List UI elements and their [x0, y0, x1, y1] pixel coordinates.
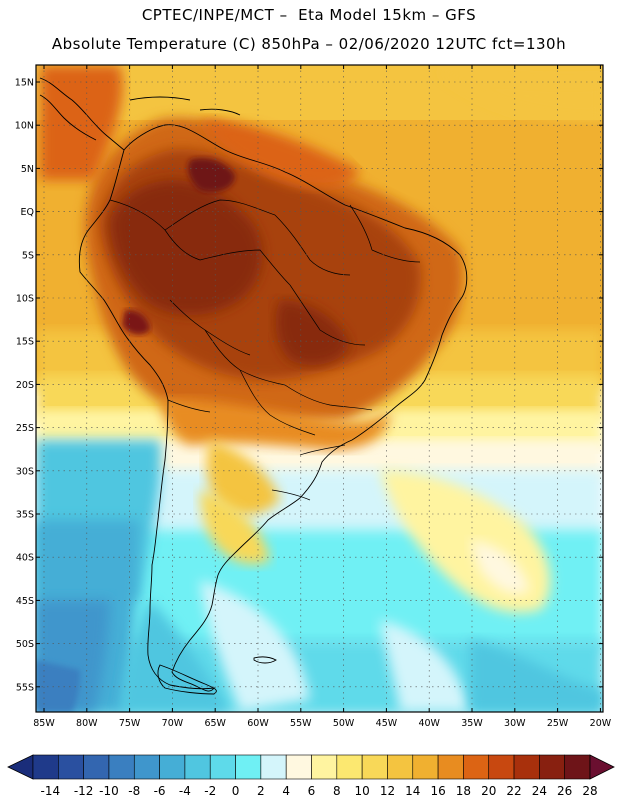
- title-line-2: Absolute Temperature (C) 850hPa – 02/06/…: [51, 35, 567, 53]
- colorbar-label: 24: [532, 784, 547, 798]
- colorbar-label: 20: [481, 784, 496, 798]
- lat-label: 5N: [21, 164, 34, 175]
- colorbar-label: 14: [405, 784, 420, 798]
- colorbar-swatch: [336, 754, 363, 780]
- lat-label: 55S: [16, 682, 34, 693]
- lon-label: 60W: [247, 718, 269, 729]
- colorbar-label: 0: [232, 784, 240, 798]
- lat-label: 30S: [16, 466, 34, 477]
- colorbar-swatch: [361, 754, 388, 780]
- colorbar-swatch: [159, 754, 186, 780]
- colorbar-label: 18: [456, 784, 471, 798]
- colorbar-swatch: [58, 754, 84, 780]
- lon-label: 30W: [504, 718, 526, 729]
- title-line-1: CPTEC/INPE/MCT – Eta Model 15km – GFS: [141, 6, 477, 24]
- temperature-field: [36, 65, 603, 712]
- colorbar-label: -10: [99, 784, 119, 798]
- lat-label: 45S: [16, 596, 34, 607]
- colorbar-label: 26: [557, 784, 572, 798]
- colorbar-label: 4: [282, 784, 290, 798]
- colorbar-swatch: [437, 754, 464, 780]
- lon-label: 70W: [162, 718, 184, 729]
- colorbar-label: 22: [506, 784, 521, 798]
- lon-label: 80W: [76, 718, 98, 729]
- colorbar-label: 28: [582, 784, 597, 798]
- map-frame: [35, 64, 604, 713]
- colorbar-swatch: [539, 754, 565, 780]
- lat-label: 10N: [15, 121, 34, 132]
- colorbar-label: -14: [41, 784, 61, 798]
- colorbar-label: 6: [308, 784, 316, 798]
- colorbar-label: 12: [380, 784, 395, 798]
- lon-label: 25W: [547, 718, 569, 729]
- colorbar-label: -8: [128, 784, 140, 798]
- colorbar-over-arrow: [589, 754, 615, 780]
- lat-label: 20S: [16, 380, 34, 391]
- colorbar-label: -4: [179, 784, 191, 798]
- colorbar-label: -12: [74, 784, 94, 798]
- colorbar-swatch: [564, 754, 591, 780]
- gridlines: [36, 65, 603, 712]
- colorbar: -14 -12 -10 -8 -6 -4 -2 0 2 4 6 8 10 12 14 16 18 20 22 24 26…: [7, 754, 615, 798]
- colorbar-label: 10: [354, 784, 369, 798]
- colorbar-swatch: [463, 754, 490, 780]
- country-borders: [109, 199, 421, 501]
- lon-label: 45W: [376, 718, 398, 729]
- colorbar-swatch: [235, 754, 262, 780]
- colorbar-swatch: [83, 754, 110, 780]
- lon-label: 75W: [119, 718, 141, 729]
- colorbar-swatch: [32, 754, 59, 780]
- colorbar-label: 16: [430, 784, 445, 798]
- colorbar-label: -2: [204, 784, 216, 798]
- colorbar-label: -6: [154, 784, 166, 798]
- colorbar-swatch: [133, 754, 160, 780]
- lon-label: 85W: [33, 718, 55, 729]
- longitude-axis: 85W 80W 75W 70W 65W 60W 55W 50W 45W 40W 35W 30W 25W 2…: [33, 65, 612, 729]
- colorbar-swatch: [387, 754, 414, 780]
- lat-label: 15N: [15, 78, 34, 89]
- lat-label: 50S: [16, 639, 34, 650]
- colorbar-swatch: [260, 754, 287, 780]
- lat-label: 35S: [16, 510, 34, 521]
- colorbar-swatch: [108, 754, 135, 780]
- lat-label: EQ: [21, 207, 34, 218]
- lat-label: 25S: [16, 423, 34, 434]
- lon-label: 50W: [333, 718, 355, 729]
- lon-label: 55W: [290, 718, 312, 729]
- colorbar-swatch: [513, 754, 540, 780]
- lat-label: 40S: [16, 553, 34, 564]
- colorbar-swatch: [285, 754, 312, 780]
- colorbar-label: 8: [333, 784, 341, 798]
- colorbar-under-arrow: [7, 754, 34, 780]
- colorbar-swatch: [209, 754, 236, 780]
- colorbar-label: 2: [257, 784, 265, 798]
- colorbar-swatch: [311, 754, 338, 780]
- lon-label: 20W: [590, 718, 612, 729]
- lat-label: 5S: [22, 250, 34, 261]
- lat-label: 15S: [16, 337, 34, 348]
- lat-label: 10S: [16, 294, 34, 305]
- colorbar-swatch: [184, 754, 211, 780]
- latitude-axis: 15N 10N 5N EQ 5S 10S 15S 20S 25S 30S 35S 40S 45S 50S 5…: [15, 78, 603, 693]
- lon-label: 65W: [204, 718, 226, 729]
- lon-label: 40W: [418, 718, 440, 729]
- coastlines: [39, 77, 468, 695]
- lon-label: 35W: [461, 718, 483, 729]
- colorbar-swatch: [412, 754, 439, 780]
- colorbar-swatch: [488, 754, 515, 780]
